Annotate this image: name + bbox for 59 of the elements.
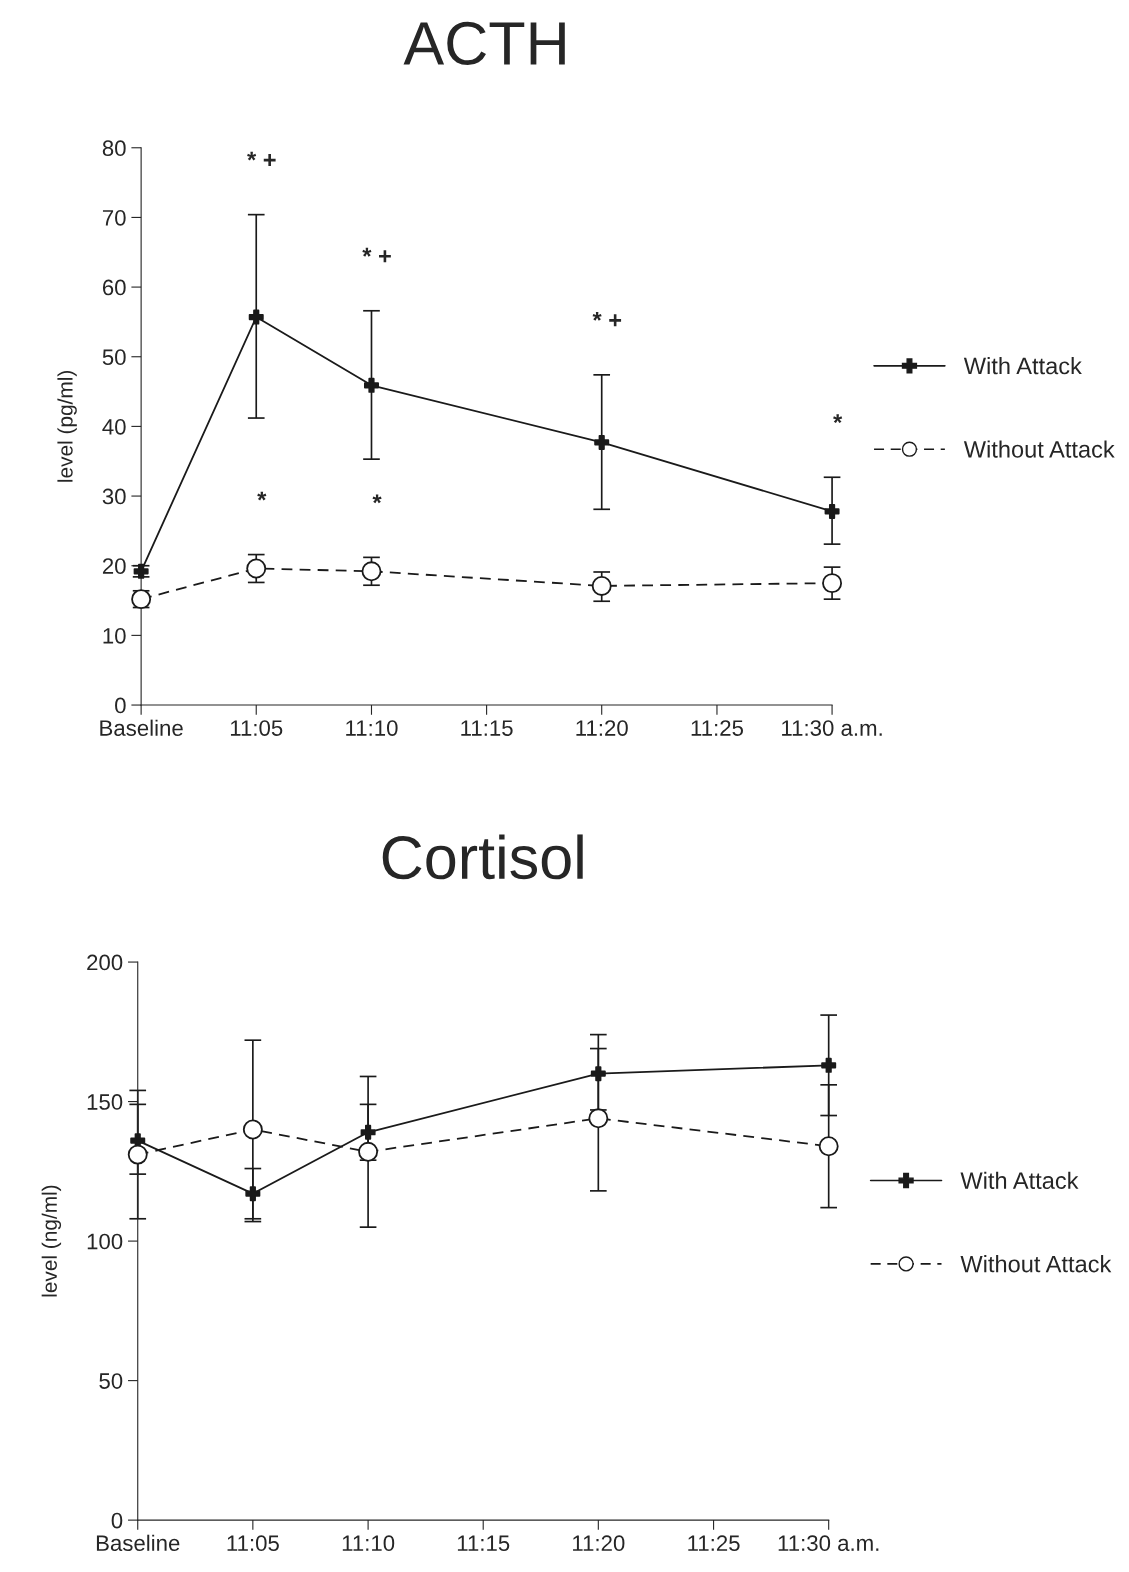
point — [127, 1144, 148, 1165]
y-tick-label: 20 — [102, 558, 126, 574]
point — [588, 1108, 609, 1129]
point — [818, 1136, 839, 1157]
y-tick-label: 0 — [115, 697, 126, 714]
x-tick-label: 11:30 a.m. — [782, 720, 882, 736]
point — [591, 575, 612, 596]
point — [361, 561, 382, 582]
y-tick-label: 70 — [102, 209, 126, 226]
x-tick-label: 11:25 — [688, 1535, 740, 1552]
x-tick-label: 11:15 — [457, 1535, 510, 1552]
x-tick-label: 11:05 — [230, 720, 283, 736]
point — [822, 573, 843, 594]
annotation: * — [257, 491, 267, 501]
y-tick-label: 200 — [87, 954, 123, 971]
x-tick-label: 11:10 — [346, 720, 398, 736]
y-tick-label: 30 — [102, 488, 126, 505]
x-tick-label: Baseline — [100, 719, 183, 736]
y-tick-label: 10 — [103, 627, 126, 644]
y-tick-label: 0 — [111, 1512, 123, 1529]
y-tick-label: 80 — [102, 140, 126, 157]
y-axis-title: level (pg/ml) — [57, 370, 77, 482]
y-tick-label: 50 — [102, 349, 126, 366]
x-tick-label: Baseline — [96, 1534, 180, 1552]
x-tick-label: 11:25 — [691, 720, 744, 736]
point — [590, 1066, 606, 1082]
point — [821, 1057, 837, 1073]
point — [360, 1124, 376, 1140]
chart-title: ACTH — [403, 21, 565, 66]
annotation: * — [833, 414, 843, 424]
y-axis-title: level (ng/ml) — [41, 1185, 62, 1297]
point — [246, 558, 267, 579]
x-tick-label: 11:05 — [227, 1535, 279, 1552]
legend-label: With Attack — [960, 1171, 1079, 1189]
legend-label: Without Attack — [960, 1255, 1112, 1273]
point — [245, 1186, 261, 1202]
y-tick-label: 100 — [87, 1233, 123, 1250]
point — [594, 434, 610, 450]
y-tick-label: 150 — [87, 1094, 123, 1110]
point — [242, 1119, 263, 1140]
annotation: * + — [362, 247, 391, 263]
y-tick-label: 60 — [102, 279, 126, 296]
x-tick-label: 11:30 a.m. — [778, 1535, 879, 1552]
y-tick-label: 50 — [99, 1373, 123, 1389]
annotation: * — [372, 494, 382, 504]
legend-label: With Attack — [963, 356, 1082, 375]
point — [358, 1141, 379, 1162]
annotation: * + — [592, 311, 622, 327]
x-tick-label: 11:15 — [461, 720, 513, 736]
point — [248, 309, 264, 325]
point — [824, 503, 840, 519]
y-tick-label: 40 — [102, 418, 126, 435]
point — [363, 377, 379, 393]
chart-title: Cortisol — [382, 834, 583, 880]
x-tick-label: 11:10 — [342, 1535, 395, 1552]
x-tick-label: 11:20 — [573, 1535, 625, 1552]
annotation: * + — [247, 151, 276, 167]
x-tick-label: 11:20 — [576, 720, 628, 736]
legend-label: Without Attack — [963, 440, 1115, 458]
